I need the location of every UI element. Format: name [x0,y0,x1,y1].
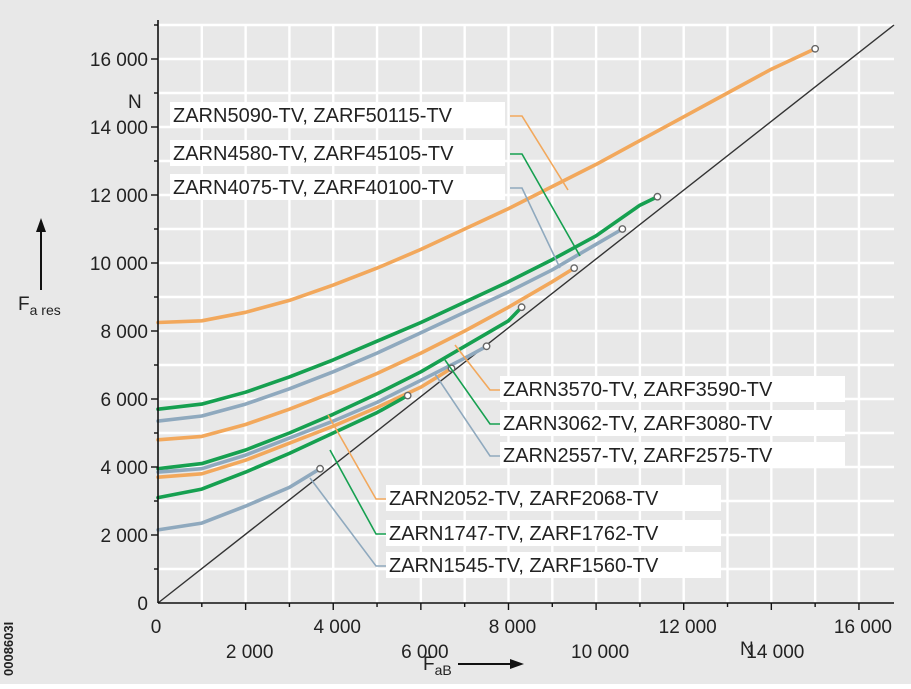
series-label-5: ZARN3062-TV, ZARF3080-TV [503,413,773,435]
leader-line-9 [309,477,387,567]
x-axis-arrow [458,659,524,669]
intersection-marker [618,225,627,233]
y-tick-label: 16 000 [90,50,148,71]
series-label-1: ZARN5090-TV, ZARF50115-TV [173,105,453,127]
intersection-marker [403,391,412,400]
x-tick-label: 14 000 [746,642,804,663]
series-line-7 [156,366,454,479]
intersection-marker [811,44,820,53]
y-tick-label: 14 000 [90,118,148,139]
x-tick-label: 12 000 [659,617,717,638]
series-line-4 [156,266,576,442]
axes [151,20,894,610]
leader-line-7 [327,414,387,500]
leader-line-3 [510,187,561,269]
y-axis-unit: N [128,92,142,113]
leader-line-5 [444,359,501,425]
leader-line-6 [434,373,501,457]
series-line-9 [156,466,322,532]
x-tick-label: 8 000 [489,617,537,638]
series-label-4: ZARN3570-TV, ZARF3590-TV [503,379,773,401]
leader-lines [309,115,581,567]
x-axis-unit: N [740,639,754,660]
series-label-background [500,410,845,436]
series-label-9: ZARN1545-TV, ZARF1560-TV [389,555,659,577]
intersection-marker [653,192,662,201]
series-label-7: ZARN2052-TV, ZARF2068-TV [389,488,659,510]
leader-line-1 [510,115,569,191]
series-line-1 [156,47,817,325]
marker-group [316,44,820,473]
series-label-background [170,140,505,166]
series-label-3: ZARN4075-TV, ZARF40100-TV [173,177,454,199]
series-labels: ZARN5090-TV, ZARF50115-TV ZARN4580-TV, ZA… [170,102,845,578]
series-label-background [170,174,505,200]
series-label-background [386,552,721,578]
y-axis-arrow [36,218,46,290]
reference-line [157,24,895,604]
x-tick-label: 10 000 [571,642,629,663]
series-label-6: ZARN2557-TV, ZARF2575-TV [503,445,773,467]
leader-line-2 [510,153,581,257]
x-axis-label: FaB [423,654,452,678]
y-tick-label: 12 000 [90,186,148,207]
series-label-background [500,376,845,402]
series-label-8: ZARN1747-TV, ZARF1762-TV [389,523,659,545]
series-label-background [170,102,505,128]
series-label-2: ZARN4580-TV, ZARF45105-TV [173,143,454,165]
intersection-marker [570,264,579,272]
series-label-background [500,442,845,468]
x-tick-label: 4 000 [313,617,361,638]
intersection-marker [517,303,526,312]
y-tick-label: 10 000 [90,254,148,275]
series-line-2 [156,194,660,411]
x-tick-label: 0 [151,617,162,638]
leader-line-4 [454,344,501,391]
y-tick-label: 0 [137,594,148,615]
intersection-marker [482,342,491,351]
leader-line-8 [329,449,387,535]
series-line-5 [156,305,524,471]
x-tick-label: 2 000 [226,642,274,663]
series-line-8 [156,393,410,500]
y-tick-label: 6 000 [100,390,148,411]
series-label-background [386,485,721,511]
y-tick-label: 8 000 [100,322,148,343]
tick-labels: 0 2 000 4 000 6 000 8 000 10 000 12 000 14 000 1… [90,50,892,663]
intersection-marker [316,464,324,473]
y-axis-label: Fa res [18,294,61,318]
reference-line-group [157,24,895,604]
series-label-background [386,520,721,546]
y-tick-label: 2 000 [100,526,148,547]
x-tick-label: 16 000 [834,617,892,638]
x-tick-label: 6 000 [401,642,449,663]
document-id: 0008603I [1,622,16,676]
y-tick-label: 4 000 [100,458,148,479]
